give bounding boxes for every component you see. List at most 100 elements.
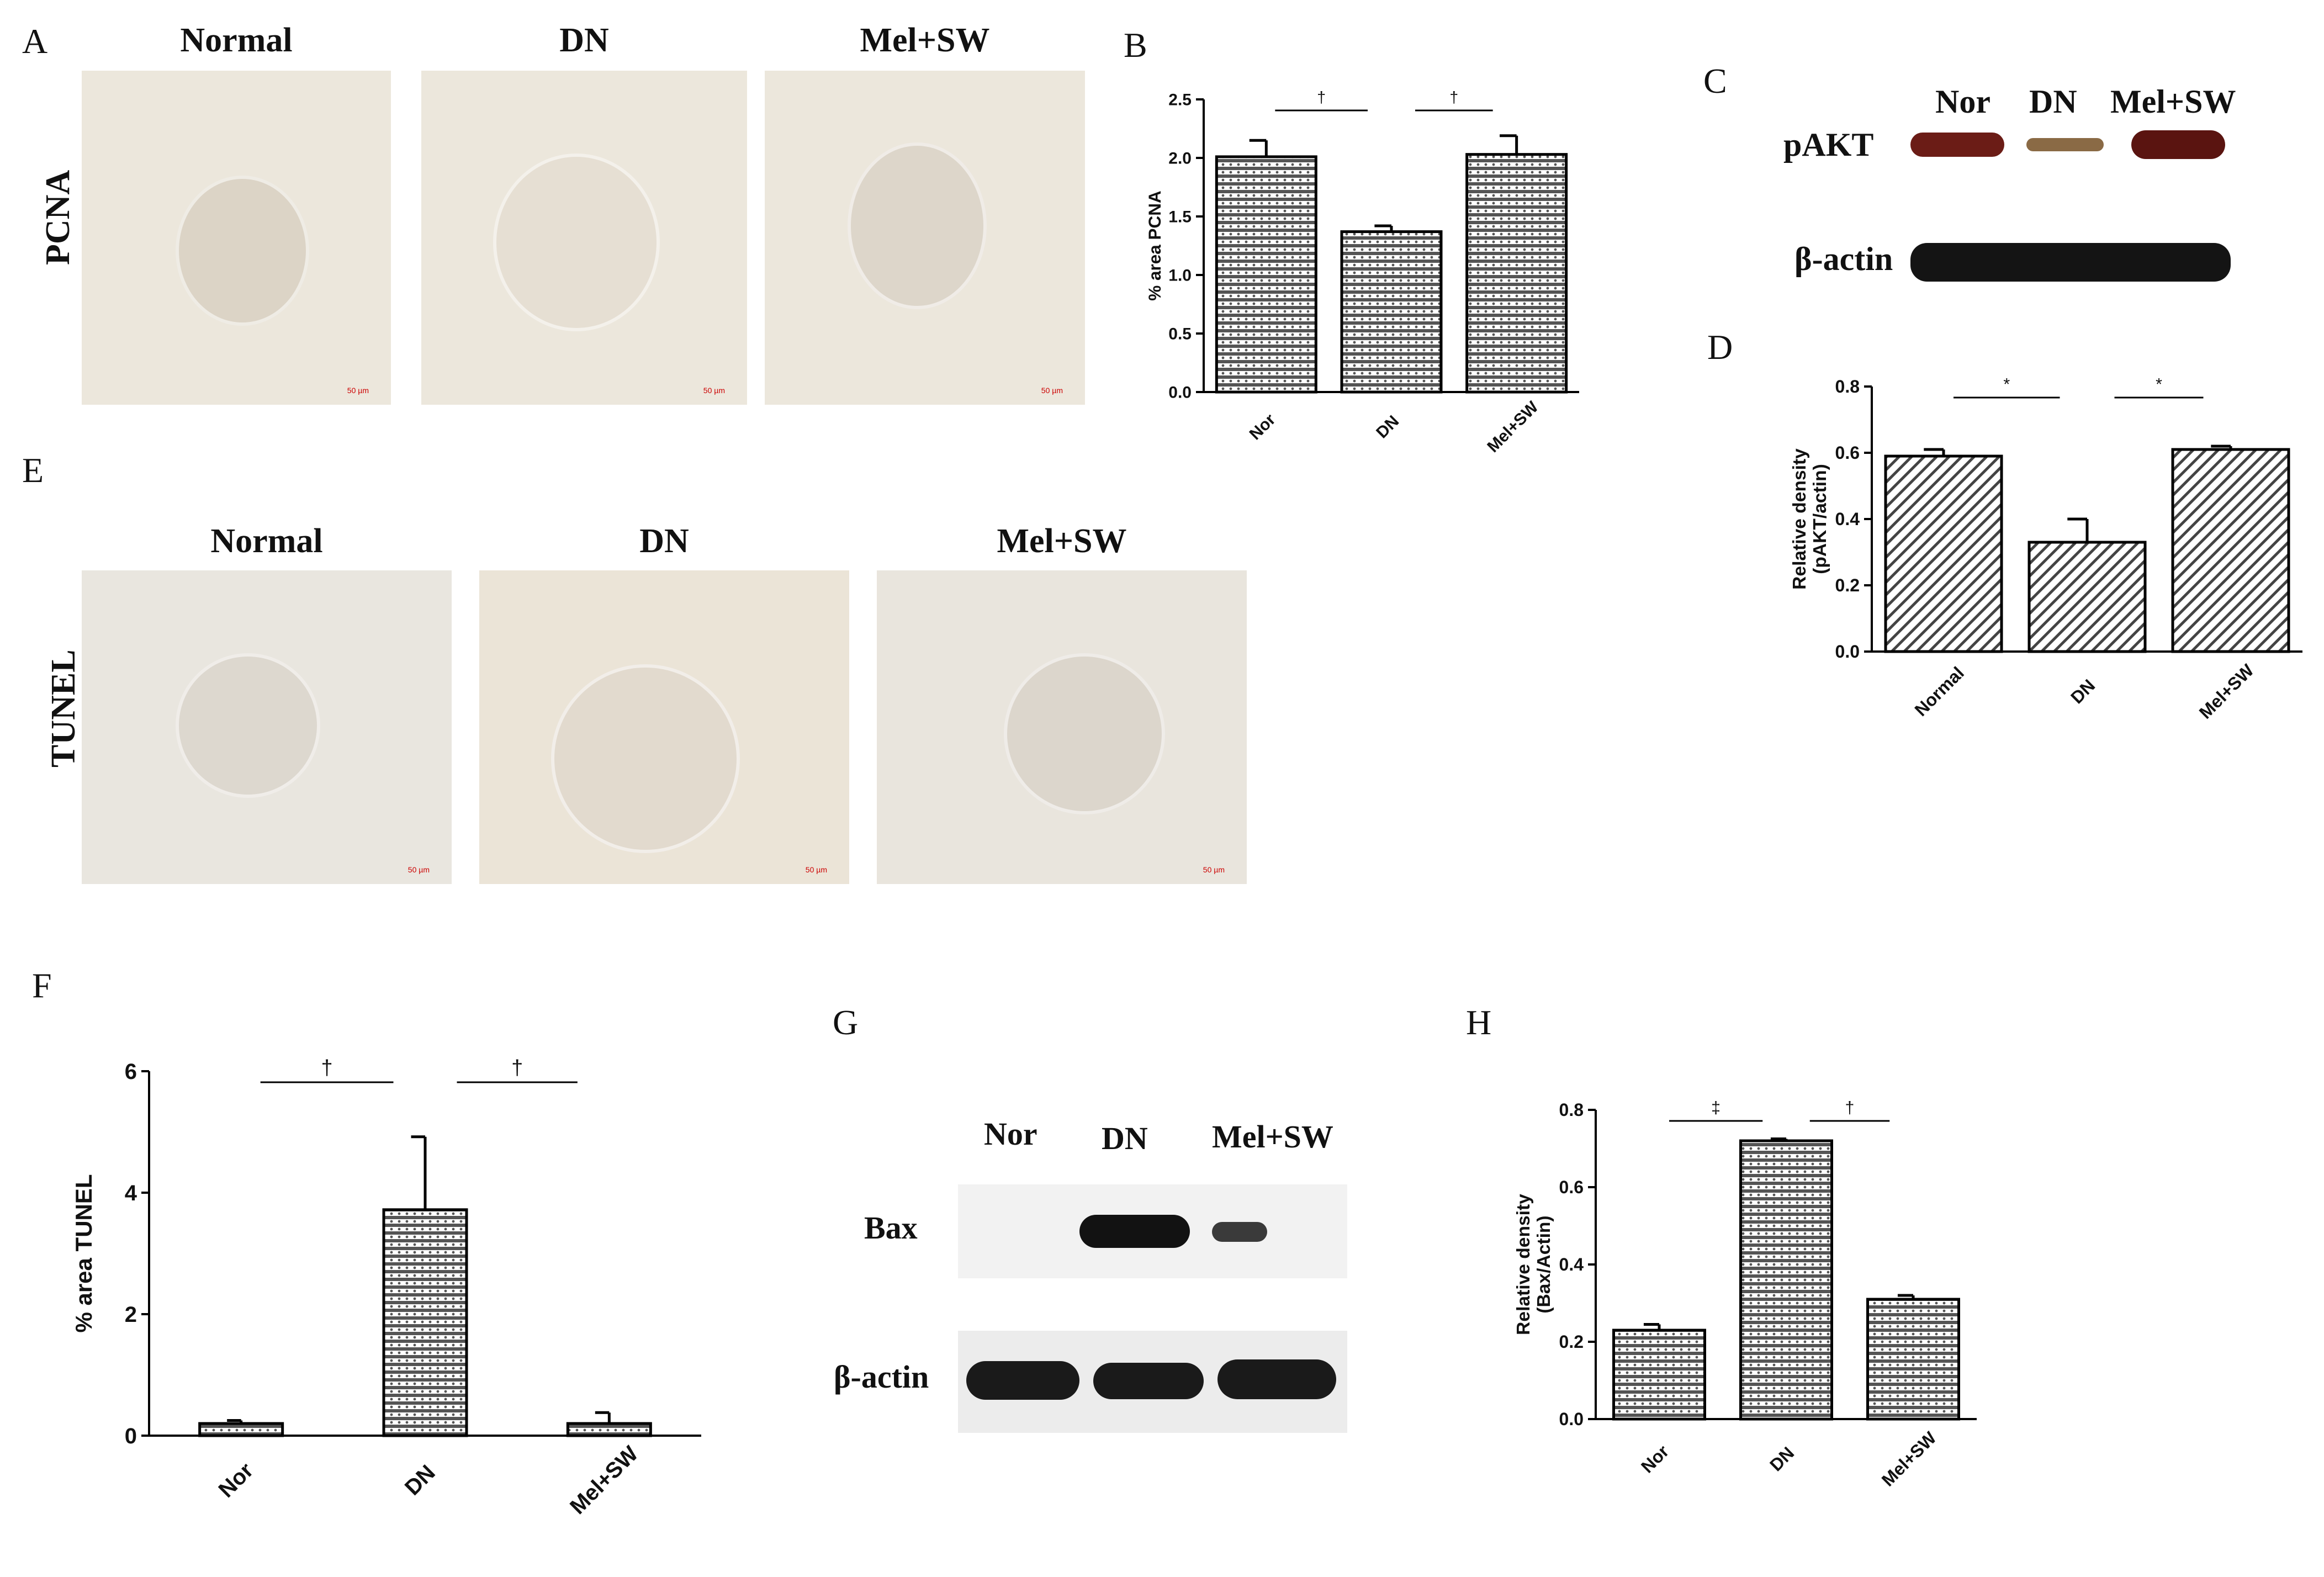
y-axis-label: Relative density(pAKT/actin) — [1790, 448, 1830, 590]
y-tick-label: 2.5 — [1168, 91, 1192, 109]
y-tick-label: 0.8 — [1835, 377, 1860, 396]
significance-symbol: † — [1845, 1098, 1855, 1117]
blot-pakt — [1910, 123, 2231, 167]
y-axis-label: % area PCNA — [1145, 190, 1164, 301]
bar-mel-sw — [2171, 448, 2290, 653]
blot-row-label-actin: β-actin — [834, 1359, 929, 1395]
panel-label-b: B — [1124, 25, 1147, 65]
panel-label-d: D — [1707, 327, 1733, 367]
y-tick-label: 0.4 — [1559, 1255, 1584, 1274]
lane-label-nor: Nor — [984, 1116, 1037, 1152]
scale-bar: 50 µm — [1203, 865, 1225, 874]
y-tick-label: 0.6 — [1835, 443, 1860, 463]
bar-nor — [1215, 155, 1317, 394]
chart-b: 0.0 0.5 1.0 1.5 2.0 2.5 % area PCNA Nor DN Mel+SW… — [1145, 89, 1579, 453]
significance-symbol: ‡ — [1711, 1098, 1720, 1117]
row-label-tunel: TUNEL — [45, 649, 82, 768]
y-tick-label: 6 — [125, 1060, 137, 1084]
significance-symbol: * — [2003, 375, 2010, 394]
lane-label-melsw: Mel+SW — [2110, 83, 2236, 120]
lane-label-dn: DN — [1102, 1120, 1148, 1156]
scale-bar: 50 µm — [805, 865, 827, 874]
lane-label-melsw: Mel+SW — [1212, 1119, 1333, 1155]
bar-dn — [1739, 1139, 1833, 1421]
bar-normal — [1884, 454, 2003, 653]
x-tick-label: Nor — [214, 1458, 258, 1502]
x-tick-label: Normal — [1911, 663, 1968, 720]
lane-label-dn: DN — [2029, 83, 2077, 120]
image-title-melsw: Mel+SW — [860, 22, 990, 59]
micrograph-pcna-melsw: 50 µm — [765, 71, 1085, 405]
scale-bar: 50 µm — [347, 386, 369, 395]
bar-dn — [382, 1208, 468, 1437]
blot-row-label-bax: Bax — [864, 1210, 918, 1246]
bar-mel-sw — [1465, 153, 1568, 394]
significance-symbol: * — [2156, 375, 2162, 394]
image-title-normal: Normal — [180, 22, 293, 59]
panel-label-e: E — [22, 451, 44, 490]
panel-label-c: C — [1703, 61, 1727, 100]
image-title-dn: DN — [559, 22, 609, 59]
chart-f: 0 2 4 6 % area TUNEL Nor DN Mel+SW † † — [71, 1056, 701, 1519]
y-tick-label: 0.6 — [1559, 1177, 1584, 1197]
blot-actin-g — [958, 1331, 1347, 1433]
image-title-normal: Normal — [210, 522, 323, 560]
blot-row-label-pakt: pAKT — [1783, 126, 1874, 163]
blot-row-label-actin: β-actin — [1794, 241, 1893, 277]
y-tick-label: 0.2 — [1835, 575, 1860, 595]
x-tick-label: Mel+SW — [565, 1441, 643, 1519]
panel-label-h: H — [1466, 1003, 1492, 1042]
x-tick-label: Mel+SW — [1878, 1427, 1940, 1490]
x-tick-label: DN — [1373, 412, 1402, 442]
significance-symbol: † — [1317, 89, 1326, 107]
y-tick-label: 1.5 — [1168, 208, 1192, 226]
x-tick-label: Nor — [1246, 410, 1279, 443]
y-tick-label: 1.0 — [1168, 267, 1192, 285]
bar-dn — [1340, 230, 1443, 394]
panel-label-f: F — [32, 966, 52, 1005]
x-tick-label: DN — [1766, 1443, 1798, 1475]
significance-symbol: † — [511, 1056, 523, 1079]
significance-symbol: † — [1449, 89, 1458, 107]
y-tick-label: 0 — [125, 1424, 137, 1448]
y-tick-label: 4 — [125, 1181, 137, 1205]
chart-h: 0.0 0.2 0.4 0.6 0.8 Relative density(Bax/Acti… — [1513, 1098, 1977, 1490]
micrograph-pcna-dn: 50 µm — [421, 71, 747, 405]
y-axis-label: % area TUNEL — [71, 1174, 97, 1332]
bar-mel-sw — [566, 1422, 652, 1437]
panel-label-a: A — [22, 22, 48, 61]
significance-symbol: † — [321, 1056, 333, 1079]
micrograph-tunel-dn: 50 µm — [479, 570, 849, 884]
row-label-pcna: PCNA — [39, 170, 77, 265]
y-tick-label: 0.0 — [1168, 384, 1192, 402]
y-axis-label: Relative density(Bax/Actin) — [1513, 1194, 1554, 1335]
y-tick-label: 0.0 — [1559, 1409, 1584, 1429]
x-tick-label: Mel+SW — [1484, 398, 1542, 453]
y-tick-label: 2 — [125, 1303, 137, 1327]
y-tick-label: 0.8 — [1559, 1100, 1584, 1120]
micrograph-pcna-normal: 50 µm — [82, 71, 391, 405]
y-tick-label: 0.4 — [1835, 509, 1860, 529]
scale-bar: 50 µm — [407, 865, 430, 874]
x-tick-label: Mel+SW — [2195, 660, 2258, 722]
x-tick-label: Nor — [1637, 1441, 1672, 1477]
bar-nor — [198, 1422, 284, 1437]
micrograph-tunel-melsw: 50 µm — [877, 570, 1247, 884]
scale-bar: 50 µm — [1041, 386, 1063, 395]
y-tick-label: 0.5 — [1168, 325, 1192, 343]
chart-d: 0.0 0.2 0.4 0.6 0.8 Relative density(pAKT/act… — [1790, 375, 2302, 723]
image-title-dn: DN — [639, 522, 689, 560]
x-tick-label: DN — [400, 1460, 440, 1500]
micrograph-tunel-normal: 50 µm — [82, 570, 452, 884]
image-title-melsw: Mel+SW — [997, 522, 1127, 560]
y-tick-label: 0.2 — [1559, 1332, 1584, 1352]
x-tick-label: DN — [2067, 675, 2099, 707]
lane-label-nor: Nor — [1935, 83, 1991, 120]
blot-bax — [958, 1184, 1347, 1278]
y-tick-label: 0.0 — [1835, 642, 1860, 662]
panel-label-g: G — [833, 1003, 859, 1042]
bar-nor — [1612, 1329, 1706, 1421]
bar-dn — [2027, 541, 2147, 653]
blot-actin-c — [1910, 237, 2231, 287]
scale-bar: 50 µm — [703, 386, 725, 395]
